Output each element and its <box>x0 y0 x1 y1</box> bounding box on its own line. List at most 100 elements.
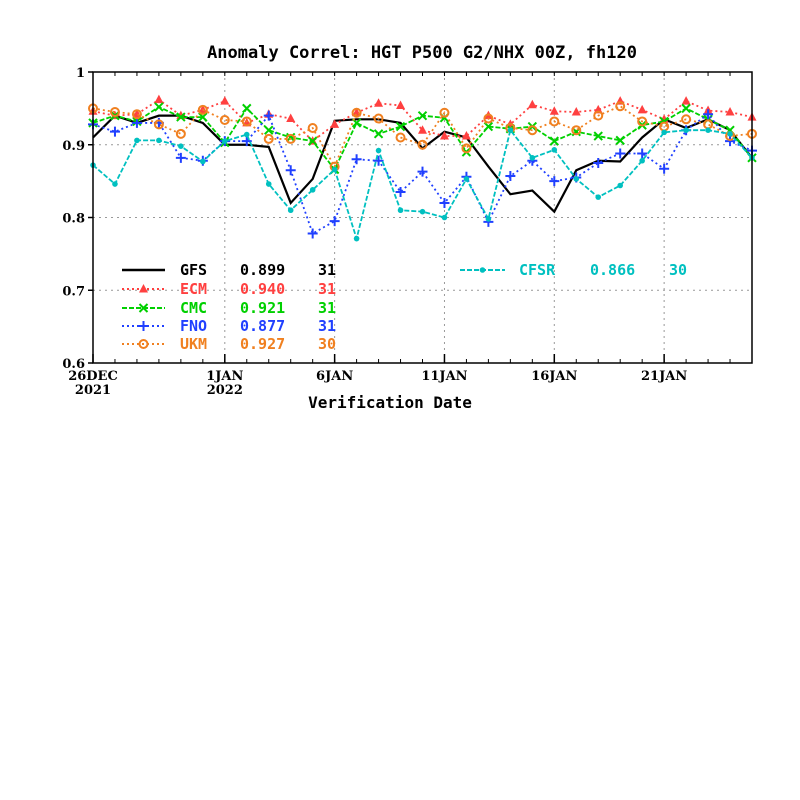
legend-entry-cmc: CMC 0.921 31 <box>122 299 336 317</box>
point-fno <box>593 157 604 168</box>
point-cfsr <box>661 129 667 136</box>
legend-mean-gfs: 0.899 <box>240 261 285 279</box>
point-cfsr <box>705 127 711 133</box>
point-cfsr <box>617 182 623 189</box>
legend-marker-ukm <box>138 339 149 349</box>
point-ecm <box>637 104 647 114</box>
point-ecm <box>396 100 406 109</box>
series-line-ukm <box>92 105 753 169</box>
point-ukm <box>153 119 164 130</box>
point-cmc <box>483 121 494 132</box>
point-cmc <box>154 102 164 112</box>
point-ukm <box>307 123 318 134</box>
point-fno <box>549 176 560 187</box>
legend-name-cmc: CMC <box>180 299 207 317</box>
point-ukm <box>637 116 648 127</box>
legend-entry-gfs: GFS 0.899 31 <box>122 261 336 279</box>
point-cfsr <box>441 214 448 221</box>
legend-entry-cfsr: CFSR 0.866 30 <box>460 261 687 279</box>
point-fno <box>131 117 142 128</box>
x-tick-label: 11JAN <box>421 369 467 384</box>
legend-mean-fno: 0.877 <box>240 317 285 335</box>
legend-name-cfsr: CFSR <box>519 261 556 279</box>
x-tick-label: 16JAN <box>531 369 577 384</box>
x-tick-year-label: 2022 <box>207 383 243 398</box>
point-fno <box>351 154 362 165</box>
point-ecm <box>681 96 691 105</box>
point-cfsr <box>463 176 470 182</box>
point-cmc <box>373 129 384 139</box>
point-cmc <box>593 131 603 141</box>
point-fno <box>615 148 626 159</box>
point-cmc <box>198 112 208 122</box>
point-ecm <box>330 119 340 128</box>
point-fno <box>307 228 318 239</box>
point-cfsr <box>353 235 360 242</box>
point-ukm <box>219 115 230 126</box>
point-cfsr <box>529 155 536 161</box>
x-tick-label: 6JAN <box>316 369 353 384</box>
point-fno <box>505 171 516 182</box>
point-cmc <box>681 103 691 114</box>
point-ukm <box>197 104 208 115</box>
point-cfsr <box>287 207 294 214</box>
point-ecm <box>549 106 559 115</box>
point-ukm <box>593 110 604 121</box>
point-fno <box>659 163 670 174</box>
point-cfsr <box>200 158 206 165</box>
point-ecm <box>527 99 537 109</box>
point-ukm <box>461 143 472 154</box>
series-layer <box>88 94 757 242</box>
point-ecm <box>286 113 296 123</box>
legend-count-ukm: 30 <box>318 335 336 353</box>
legend-mean-cfsr: 0.866 <box>590 261 635 279</box>
legend-entry-ukm: UKM 0.927 30 <box>122 335 336 353</box>
x-tick-label: 21JAN <box>641 369 687 384</box>
point-cfsr <box>134 137 140 144</box>
y-tick-label: 0.7 <box>62 284 85 299</box>
point-ukm <box>395 132 406 143</box>
point-cmc <box>549 136 560 146</box>
point-ukm <box>175 128 186 139</box>
point-cfsr <box>156 137 162 144</box>
legend-marker-fno <box>138 321 149 331</box>
legend-mean-ecm: 0.940 <box>240 280 285 298</box>
point-ukm <box>439 107 450 118</box>
point-fno <box>703 109 714 120</box>
point-ecm <box>220 96 230 105</box>
point-ecm <box>374 98 384 107</box>
point-cfsr <box>573 176 580 182</box>
legend-marker-ecm <box>139 284 148 293</box>
point-fno <box>241 136 252 147</box>
point-ecm <box>461 131 471 140</box>
legend-marker-cmc <box>138 303 149 313</box>
point-fno <box>439 197 450 208</box>
point-ukm <box>109 107 120 118</box>
point-fno <box>395 187 406 198</box>
legend-count-gfs: 31 <box>318 261 336 279</box>
legend-count-ecm: 31 <box>318 280 336 298</box>
y-tick-label: 0.8 <box>62 212 85 227</box>
legend-count-fno: 31 <box>318 317 336 335</box>
point-ukm <box>241 116 252 127</box>
legend-name-ukm: UKM <box>180 335 207 353</box>
point-cfsr <box>683 127 689 133</box>
legend-count-cmc: 31 <box>318 299 336 317</box>
point-cfsr <box>112 181 118 187</box>
point-ukm <box>417 139 428 150</box>
point-cfsr <box>419 208 426 215</box>
point-cmc <box>242 103 252 114</box>
y-tick-label: 0.9 <box>62 139 85 154</box>
legend-mean-ukm: 0.927 <box>240 335 285 353</box>
point-cmc <box>264 125 274 135</box>
legend-count-cfsr: 30 <box>669 261 687 279</box>
legend-name-ecm: ECM <box>180 280 207 298</box>
point-fno <box>329 216 340 227</box>
legend-mean-cmc: 0.921 <box>240 299 285 317</box>
point-ukm <box>351 107 362 118</box>
point-cmc <box>176 112 186 122</box>
x-tick-label: 1JAN <box>206 369 243 384</box>
point-cfsr <box>331 166 338 173</box>
x-tick-label: 26DEC <box>68 369 118 384</box>
